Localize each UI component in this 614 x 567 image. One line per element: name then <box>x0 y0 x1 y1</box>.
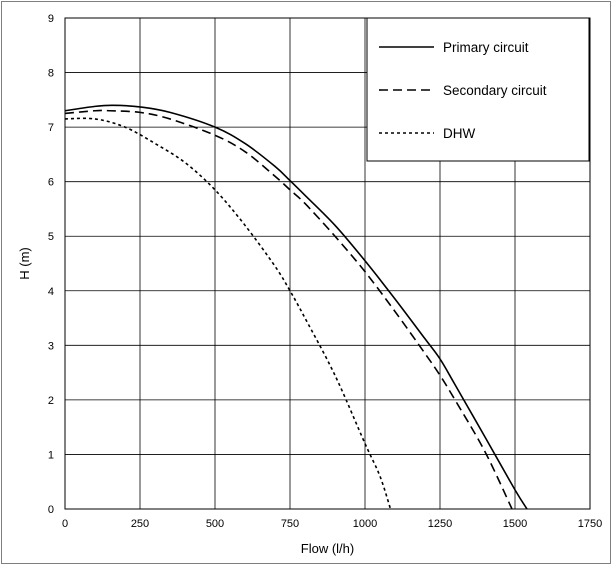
y-tick-label: 2 <box>48 395 54 407</box>
series-lines <box>64 104 528 510</box>
x-tick-label: 1250 <box>428 518 452 530</box>
legend-label-dhw: DHW <box>443 126 475 141</box>
x-tick-label: 1000 <box>353 518 377 530</box>
y-axis-label: H (m) <box>17 247 32 280</box>
y-tick-label: 8 <box>48 68 54 80</box>
y-tick-label: 6 <box>48 177 54 189</box>
y-tick-label: 5 <box>48 231 54 243</box>
y-tick-label: 3 <box>48 340 54 352</box>
y-tick-label: 9 <box>48 13 54 25</box>
x-tick-label: 1750 <box>578 518 602 530</box>
y-tick-label: 0 <box>48 504 54 516</box>
x-axis-label: Flow (l/h) <box>301 541 354 556</box>
y-tick-label: 4 <box>48 286 54 298</box>
x-tick-label: 0 <box>62 518 68 530</box>
legend-box <box>366 17 590 162</box>
plot-area-border <box>64 17 591 510</box>
y-tick-label: 1 <box>48 449 54 461</box>
series-line-primary-circuit <box>64 104 528 510</box>
series-line-dhw <box>64 117 392 510</box>
x-tick-label: 750 <box>281 518 299 530</box>
legend: Primary circuit Secondary circuit DHW <box>366 17 590 162</box>
legend-label-primary-circuit: Primary circuit <box>443 40 529 55</box>
series-line-secondary-circuit <box>64 109 513 510</box>
x-tick-label: 1500 <box>503 518 527 530</box>
tick-labels: 0 250 500 750 1000 1250 1500 1750 0 1 2 3 4 5 6 7 8 9 <box>48 13 602 530</box>
x-tick-label: 500 <box>206 518 224 530</box>
legend-label-secondary-circuit: Secondary circuit <box>443 83 547 98</box>
y-tick-label: 7 <box>48 122 54 134</box>
x-tick-label: 250 <box>131 518 149 530</box>
